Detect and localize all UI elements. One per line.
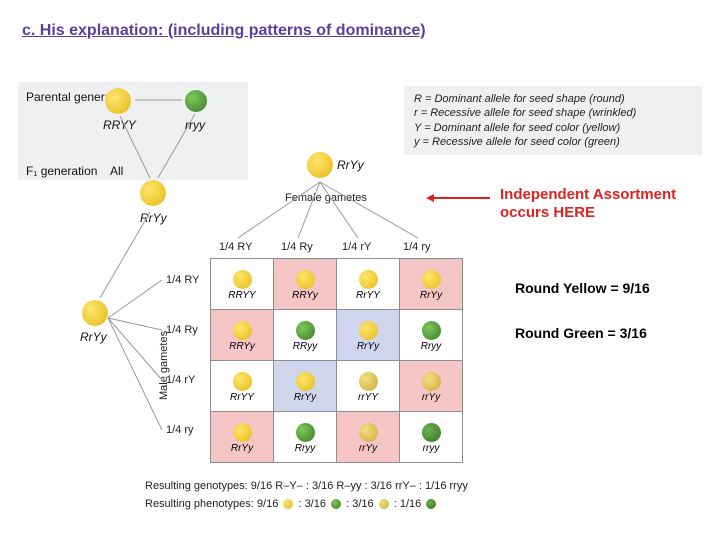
ia-line2: occurs HERE (500, 204, 595, 221)
punnett-cell-3-1: Rryy (274, 412, 337, 463)
pea-icon (359, 423, 378, 442)
round-yellow-note: Round Yellow = 9/16 (515, 280, 650, 296)
genotype-label: rrYy (338, 443, 398, 454)
punnett-cell-1-1: RRyy (274, 310, 337, 361)
pea-icon (296, 321, 315, 340)
punnett-cell-1-0: RRYy (211, 310, 274, 361)
genotype-label: Rryy (401, 341, 461, 352)
resulting-phenotypes: Resulting phenotypes: 9/16 : 3/16 : 3/16… (145, 496, 468, 514)
pea-icon (296, 372, 315, 391)
genotype-label: RrYy (338, 341, 398, 352)
genotype-label: rryy (401, 443, 461, 454)
legend-y: y = Recessive allele for seed color (gre… (414, 135, 692, 149)
genotype-label: RrYY (338, 290, 398, 301)
legend-R: R = Dominant allele for seed shape (roun… (414, 92, 692, 106)
punnett-square: RRYYRRYyRrYYRrYyRRYyRRyyRrYyRryyRrYYRrYy… (210, 258, 463, 463)
punnett-cell-1-3: Rryy (400, 310, 463, 361)
genotype-label: RRYy (275, 290, 335, 301)
mini-yellow-icon (283, 499, 293, 509)
punnett-cell-2-0: RrYY (211, 361, 274, 412)
col-gamete-1: 1/4 Ry (281, 241, 313, 253)
genotype-label: Rryy (275, 443, 335, 454)
pea-icon (422, 423, 441, 442)
pea-icon (296, 423, 315, 442)
punnett-cell-0-1: RRYy (274, 259, 337, 310)
pea-icon (359, 270, 378, 289)
f1-pea (140, 180, 166, 206)
pea-icon (422, 372, 441, 391)
punnett-cell-2-3: rrYy (400, 361, 463, 412)
genotype-label: RrYy (275, 392, 335, 403)
f1-pea-left (82, 300, 108, 326)
genotype-label: RrYy (401, 290, 461, 301)
row-gamete-2: 1/4 rY (166, 374, 195, 386)
punnett-cell-0-0: RRYY (211, 259, 274, 310)
genotype-label: rrYY (338, 392, 398, 403)
genotype-label: RRyy (275, 341, 335, 352)
mini-gwrink-icon (426, 499, 436, 509)
pea-icon (233, 372, 252, 391)
punnett-cell-0-2: RrYY (337, 259, 400, 310)
all-label: All (110, 164, 123, 178)
genotype-label: rrYy (401, 392, 461, 403)
f1-genotype-left: RrYy (80, 330, 107, 344)
pea-icon (233, 321, 252, 340)
col-gamete-2: 1/4 rY (342, 241, 371, 253)
col-gamete-0: 1/4 RY (219, 241, 252, 253)
row-gamete-3: 1/4 ry (166, 424, 194, 436)
results-text: Resulting genotypes: 9/16 R–Y– : 3/16 R–… (145, 478, 468, 513)
ia-line1: Independent Assortment (500, 186, 676, 203)
f1-label: F₁ generation (26, 164, 97, 178)
male-gametes-label: Male gametes (158, 331, 170, 400)
parent2-pea (185, 90, 207, 112)
p1-genotype: RRYY (103, 118, 136, 132)
red-arrow (430, 197, 490, 199)
pea-icon (233, 423, 252, 442)
punnett-cell-3-3: rryy (400, 412, 463, 463)
punnett-cell-0-3: RrYy (400, 259, 463, 310)
row-gamete-0: 1/4 RY (166, 274, 199, 286)
col-gamete-3: 1/4 ry (403, 241, 431, 253)
mini-ywrink-icon (379, 499, 389, 509)
independent-assortment-note: Independent Assortment occurs HERE (500, 186, 676, 222)
punnett-cell-2-1: RrYy (274, 361, 337, 412)
pea-icon (359, 372, 378, 391)
punnett-cell-1-2: RrYy (337, 310, 400, 361)
pea-icon (422, 270, 441, 289)
f1-genotype: RrYy (140, 211, 167, 225)
female-gametes-label: Female gametes (285, 192, 367, 204)
allele-legend: R = Dominant allele for seed shape (roun… (404, 86, 702, 155)
p2-genotype: rryy (185, 118, 205, 132)
pea-icon (233, 270, 252, 289)
punnett-cell-3-2: rrYy (337, 412, 400, 463)
pea-icon (296, 270, 315, 289)
mini-green-icon (331, 499, 341, 509)
parent1-pea (105, 88, 131, 114)
f1-pea-2 (307, 152, 333, 178)
title: c. His explanation: (including patterns … (22, 22, 426, 40)
genotype-label: RRYy (212, 341, 272, 352)
legend-r: r = Recessive allele for seed shape (wri… (414, 106, 692, 120)
pea-icon (422, 321, 441, 340)
genotype-label: RrYy (212, 443, 272, 454)
punnett-cell-2-2: rrYY (337, 361, 400, 412)
row-gamete-1: 1/4 Ry (166, 324, 198, 336)
round-green-note: Round Green = 3/16 (515, 325, 647, 341)
resulting-genotypes: Resulting genotypes: 9/16 R–Y– : 3/16 R–… (145, 478, 468, 496)
punnett-cell-3-0: RrYy (211, 412, 274, 463)
genotype-label: RrYY (212, 392, 272, 403)
legend-Y: Y = Dominant allele for seed color (yell… (414, 121, 692, 135)
genotype-label: RRYY (212, 290, 272, 301)
pea-icon (359, 321, 378, 340)
f1-genotype-2: RrYy (335, 158, 366, 172)
